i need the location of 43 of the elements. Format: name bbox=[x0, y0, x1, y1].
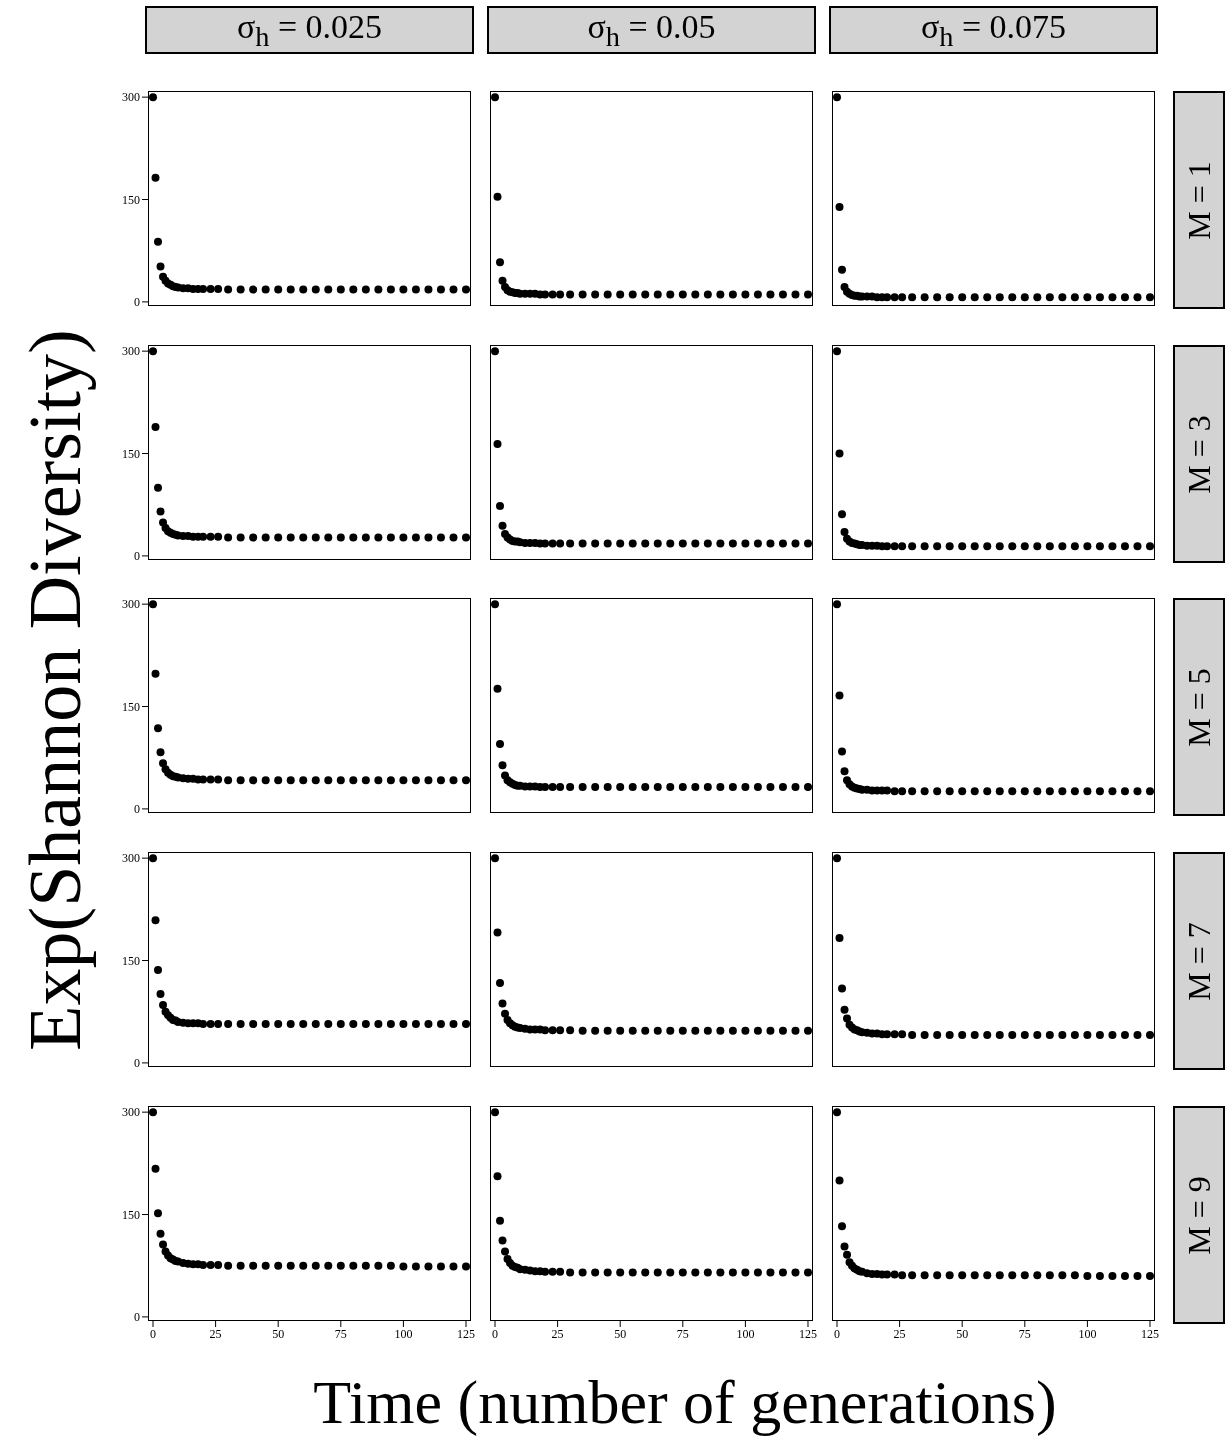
x-tick-label: 125 bbox=[1140, 1326, 1159, 1341]
x-tick-label: 25 bbox=[551, 1326, 564, 1341]
chart-title: σ$_{h}$ = 0.025 bbox=[236, 7, 383, 53]
x-tick-label: 75 bbox=[676, 1326, 689, 1341]
text: M = 7 bbox=[1180, 921, 1218, 1001]
x-tick-label: 50 bbox=[956, 1326, 969, 1341]
x-tick-label: 0 bbox=[150, 1326, 157, 1341]
x-tick-label: 100 bbox=[736, 1326, 755, 1341]
x-tick-label: 25 bbox=[209, 1326, 222, 1341]
x-tick-label: 100 bbox=[1078, 1326, 1097, 1341]
x-tick-label: 0 bbox=[492, 1326, 499, 1341]
text: M = 9 bbox=[1180, 1175, 1218, 1255]
x-tick-label: 125 bbox=[798, 1326, 817, 1341]
x-tick-label: 75 bbox=[334, 1326, 347, 1341]
y-tick-label: 0 bbox=[134, 549, 140, 564]
y-tick-label: 150 bbox=[122, 192, 140, 207]
x-tick-label: 125 bbox=[456, 1326, 475, 1341]
y-tick-label: 300 bbox=[122, 597, 140, 612]
y-tick-label: 300 bbox=[122, 90, 140, 105]
y-tick-label: 300 bbox=[122, 344, 140, 359]
text: M = 3 bbox=[1180, 414, 1218, 494]
y-tick-label: 150 bbox=[122, 446, 140, 461]
y-tick-label: 0 bbox=[134, 295, 140, 310]
y-tick-label: 150 bbox=[122, 1207, 140, 1222]
y-tick-label: 150 bbox=[122, 953, 140, 968]
chart-title: σ$_{h}$ = 0.075 bbox=[920, 7, 1067, 53]
y-axis-title: Exp(Shannon Diversity) bbox=[12, 328, 97, 1053]
y-tick-label: 150 bbox=[122, 699, 140, 714]
y-tick-label: 0 bbox=[134, 802, 140, 817]
text: M = 5 bbox=[1180, 667, 1218, 747]
y-tick-label: 0 bbox=[134, 1310, 140, 1325]
x-tick-label: 50 bbox=[272, 1326, 285, 1341]
x-tick-label: 0 bbox=[834, 1326, 841, 1341]
y-tick-label: 300 bbox=[122, 1105, 140, 1120]
x-tick-label: 75 bbox=[1018, 1326, 1031, 1341]
x-axis-title: Time (number of generations) bbox=[312, 1366, 1058, 1438]
x-tick-label: 25 bbox=[893, 1326, 906, 1341]
x-tick-label: 100 bbox=[394, 1326, 413, 1341]
y-tick-label: 300 bbox=[122, 851, 140, 866]
chart-title: σ$_{h}$ = 0.05 bbox=[587, 7, 716, 53]
text: M = 1 bbox=[1180, 160, 1218, 240]
y-tick-label: 0 bbox=[134, 1056, 140, 1071]
x-tick-label: 50 bbox=[614, 1326, 627, 1341]
